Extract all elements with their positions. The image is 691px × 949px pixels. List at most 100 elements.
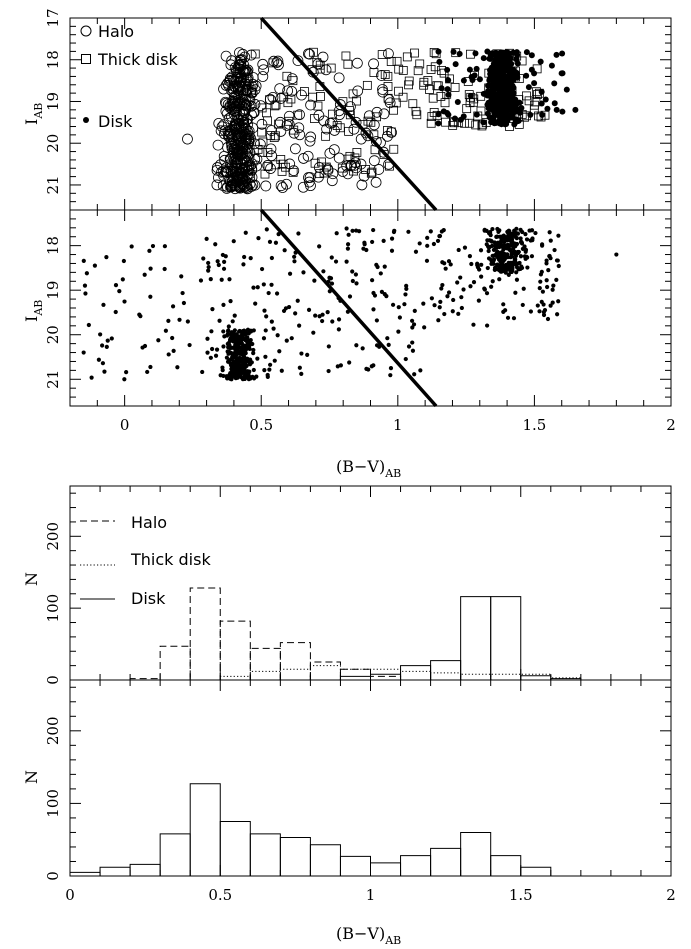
disk-point <box>559 108 566 115</box>
cmd-point <box>500 268 505 274</box>
cmd-point <box>266 290 271 296</box>
cmd-point <box>448 262 453 267</box>
halo-point <box>317 51 329 63</box>
thick-disk-point <box>327 109 337 119</box>
cmd-point <box>504 266 509 271</box>
disk-point <box>480 55 487 62</box>
cmd-point <box>490 243 495 248</box>
all-hist-bar <box>219 821 251 876</box>
halo-point <box>255 100 267 111</box>
thick-disk-point <box>244 144 253 154</box>
cmd-point <box>213 353 219 358</box>
cmd-point <box>491 247 497 253</box>
cmd-point <box>418 368 423 373</box>
cmd-point <box>518 254 524 259</box>
cmd-point <box>224 374 229 379</box>
disk-point <box>515 117 522 124</box>
cmd-point <box>329 255 334 260</box>
cmd-point <box>273 240 279 245</box>
cmd-point <box>552 247 557 253</box>
cmd-point <box>221 344 226 349</box>
cmd-point <box>100 343 105 348</box>
cmd-point <box>228 298 233 304</box>
cmd-point <box>450 309 455 314</box>
thick-disk-point <box>337 163 347 173</box>
cmd-point <box>501 302 506 307</box>
cmd-point <box>505 315 511 320</box>
cmd-point <box>156 338 161 343</box>
halo-point <box>228 86 240 98</box>
cmd-point <box>475 262 480 268</box>
thick-disk-point <box>265 95 274 105</box>
cmd-point <box>84 271 89 276</box>
cmd-point <box>518 227 523 232</box>
cmd-point <box>293 311 298 316</box>
thick-disk-point <box>326 63 336 73</box>
disk-point <box>542 96 549 103</box>
cmd-point <box>267 367 272 372</box>
halo-point <box>298 153 309 164</box>
disk-point <box>460 77 467 84</box>
cmd-point <box>320 318 325 324</box>
cmd-point <box>113 309 118 315</box>
halo-point <box>368 58 379 70</box>
halo-point <box>304 172 316 183</box>
cmd-point <box>284 338 289 343</box>
cmd-point <box>216 262 221 268</box>
cmd-point <box>289 336 294 341</box>
cmd-point <box>263 328 268 333</box>
cmd-point <box>344 226 349 231</box>
legend-disk-label: Disk <box>131 589 166 608</box>
cmd-point <box>226 324 231 329</box>
cmd-point <box>326 368 331 374</box>
cmd-point <box>371 227 376 233</box>
halo-point <box>220 50 232 62</box>
halo-point <box>229 183 241 195</box>
halo-point <box>275 126 287 137</box>
cmd-point <box>295 298 300 303</box>
halo-point <box>223 113 235 124</box>
legend-disk-marker <box>83 117 89 123</box>
halo-point <box>243 135 255 147</box>
halo-point <box>277 182 288 193</box>
cmd-point <box>437 305 442 310</box>
cmd-point <box>499 238 504 243</box>
cmd-point <box>514 277 520 282</box>
cmd-point <box>272 358 277 363</box>
cmd-point <box>262 368 267 373</box>
cmd-point <box>501 309 506 314</box>
thick-disk-point <box>332 121 342 130</box>
cmd-point <box>495 240 501 245</box>
cmd-point <box>259 266 265 272</box>
cmd-point <box>292 259 297 264</box>
halo-point <box>212 139 224 151</box>
legend-halo-label: Halo <box>131 513 167 532</box>
thick-disk-point <box>369 68 379 77</box>
cmd-point <box>514 230 519 236</box>
thick-disk-point <box>462 104 472 114</box>
halo-point <box>256 118 268 130</box>
halo-point <box>239 107 251 119</box>
disk-point <box>473 65 480 72</box>
disk-point <box>472 50 479 57</box>
cmd-point <box>386 342 391 348</box>
thick-disk-point <box>361 165 370 174</box>
disk-point <box>514 74 521 81</box>
halo-point <box>368 155 380 167</box>
halo-point <box>378 108 390 120</box>
cmd-point <box>271 326 276 331</box>
cmd-point <box>471 280 477 285</box>
cmd-point <box>242 371 247 376</box>
cmd-point <box>438 299 443 304</box>
cmd-point <box>121 258 126 264</box>
disk-point <box>484 48 491 55</box>
thick-disk-hist-bar <box>430 672 462 680</box>
cmd-point <box>220 252 225 258</box>
middle-cmd-xlabel: (B−V)AB <box>336 457 401 480</box>
cmd-point <box>150 243 156 249</box>
thick-disk-point <box>363 116 373 126</box>
cmd-point <box>519 240 524 245</box>
thick-disk-point <box>230 75 240 85</box>
cmd-point <box>229 345 235 350</box>
disk-point <box>537 58 544 65</box>
